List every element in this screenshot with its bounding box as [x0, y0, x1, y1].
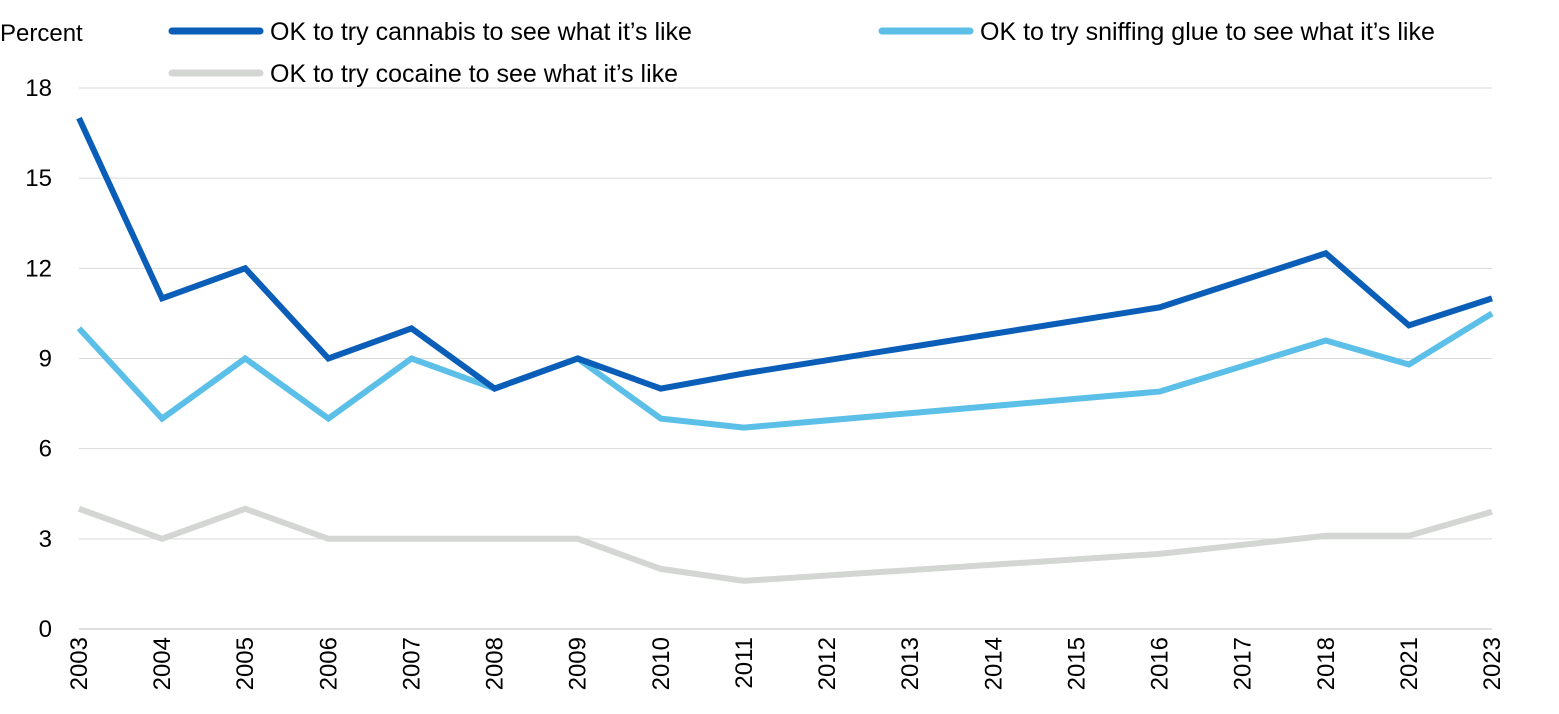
x-tick-label: 2009: [565, 637, 592, 690]
x-tick-label: 2021: [1396, 637, 1423, 690]
x-tick-label: 2016: [1147, 637, 1174, 690]
x-tick-label: 2006: [315, 637, 342, 690]
legend: OK to try cannabis to see what it’s like…: [168, 18, 1435, 88]
x-tick-label: 2023: [1479, 637, 1506, 690]
y-tick-label: 0: [39, 616, 52, 643]
y-tick-label: 15: [25, 165, 52, 192]
series-line-2: [77, 505, 1493, 584]
legend-label: OK to try sniffing glue to see what it’s…: [980, 18, 1435, 46]
x-tick-label: 2008: [482, 637, 509, 690]
series-layer: [76, 116, 1494, 584]
x-tick-label: 2014: [980, 637, 1007, 690]
axis-layer: 0 3 6 9 12 15 18 2003 2004 2005 2006 2007 2008 2009 20…: [25, 75, 1506, 690]
x-tick-label: 2013: [897, 637, 924, 690]
x-tick-label: 2015: [1063, 637, 1090, 690]
y-tick-label: 9: [39, 346, 52, 373]
series-line-0: [76, 116, 1493, 392]
series-line-1: [76, 310, 1494, 431]
y-tick-label: 6: [39, 436, 52, 463]
x-tick-label: 2004: [149, 637, 176, 690]
y-axis-title: Percent: [0, 20, 83, 47]
grid-layer: [79, 87, 1492, 630]
legend-label: OK to try cannabis to see what it’s like: [270, 18, 692, 46]
x-tick-label: 2003: [66, 637, 93, 690]
x-tick-label: 2012: [814, 637, 841, 690]
x-tick-label: 2010: [648, 637, 675, 690]
y-tick-label: 12: [25, 255, 52, 282]
x-tick-label: 2017: [1230, 637, 1257, 690]
x-tick-label: 2011: [731, 637, 758, 689]
y-tick-label: 18: [25, 75, 52, 102]
x-tick-label: 2007: [398, 637, 425, 690]
x-tick-label: 2005: [232, 637, 259, 690]
legend-label: OK to try cocaine to see what it’s like: [270, 60, 678, 88]
x-tick-label: 2018: [1313, 637, 1340, 690]
y-tick-label: 3: [39, 526, 52, 553]
